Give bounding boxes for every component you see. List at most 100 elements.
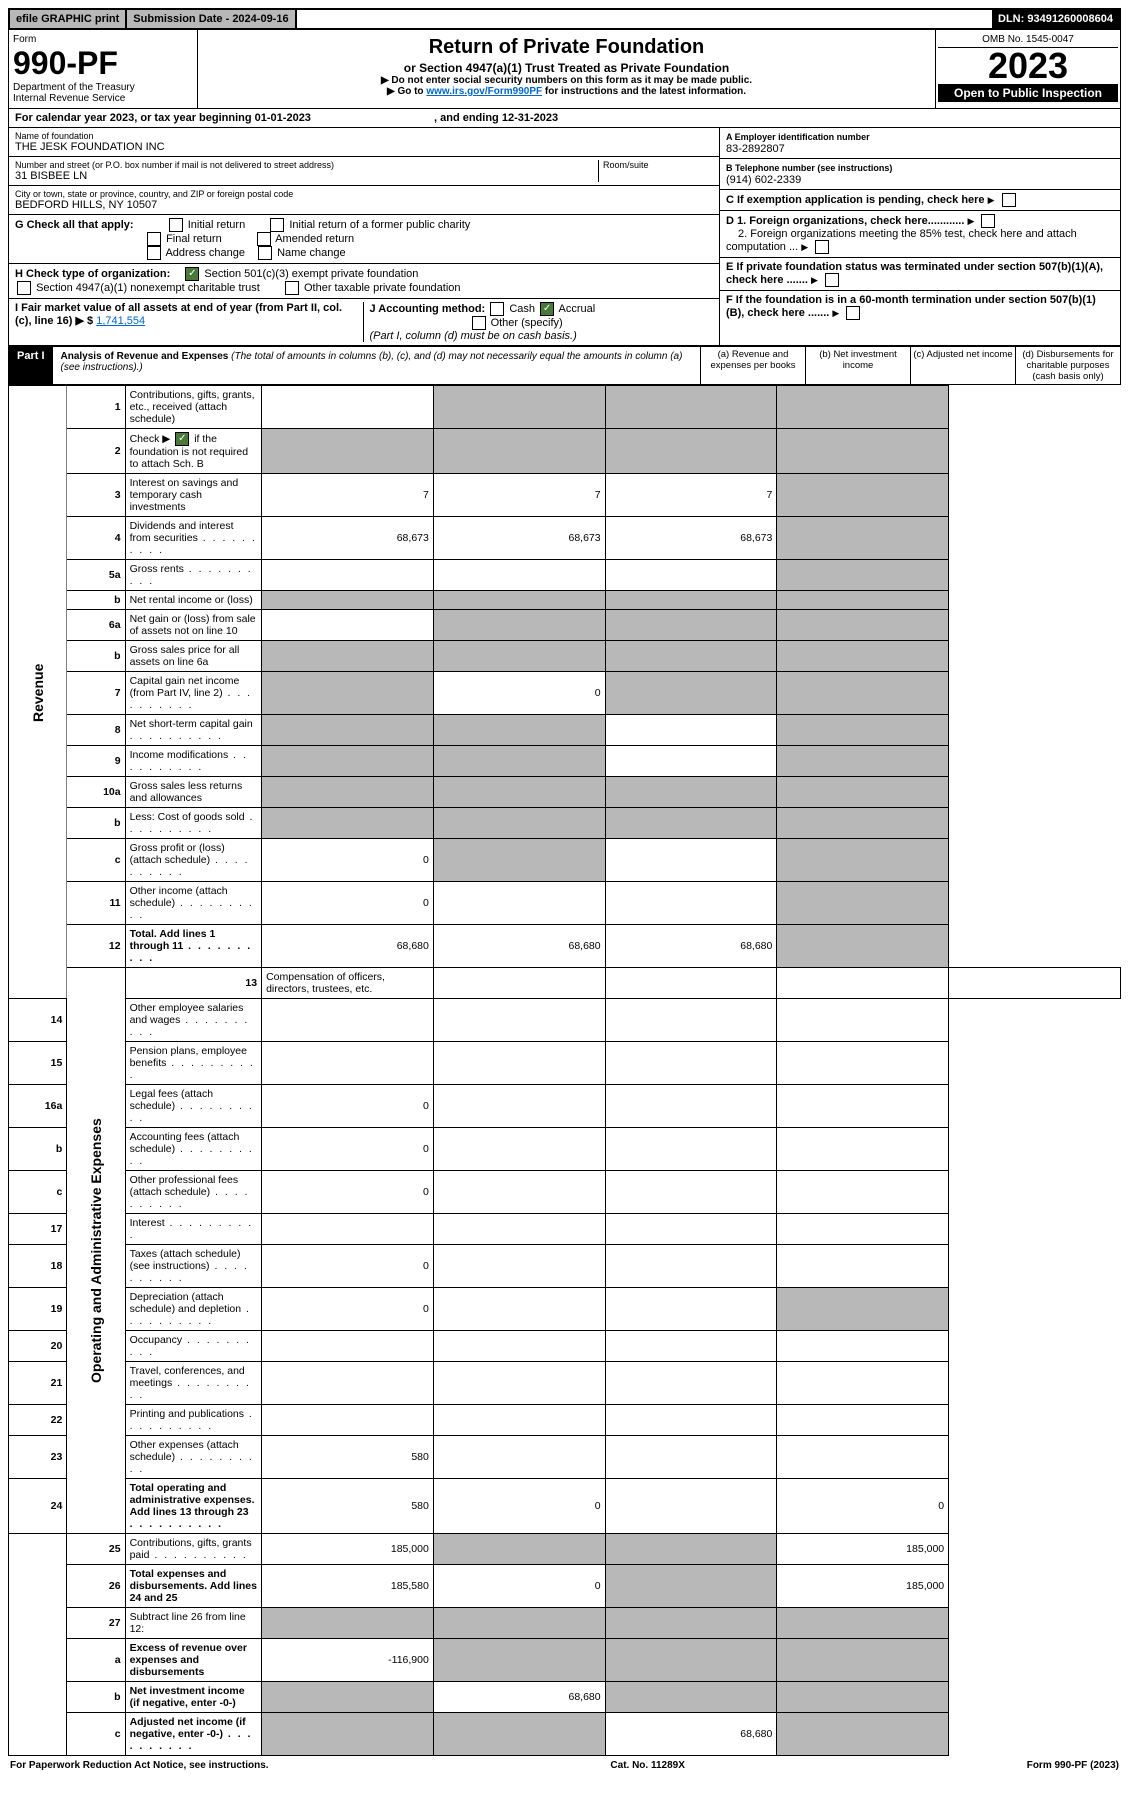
fmv-value[interactable]: 1,741,554 xyxy=(96,315,145,327)
v26a: 185,580 xyxy=(262,1565,434,1608)
row-9: 9Income modifications xyxy=(9,746,1121,777)
i-label: I Fair market value of all assets at end… xyxy=(15,302,342,327)
row-25: 25Contributions, gifts, grants paid185,0… xyxy=(9,1534,1121,1565)
address-change-check[interactable] xyxy=(147,246,161,260)
v10ca: 0 xyxy=(262,839,434,882)
row-4: 4Dividends and interest from securities6… xyxy=(9,517,1121,560)
v3b: 7 xyxy=(433,474,605,517)
desc-3: Interest on savings and temporary cash i… xyxy=(125,474,261,517)
goto-note: ▶ Go to www.irs.gov/Form990PF for instru… xyxy=(206,86,927,97)
row-14: 14Other employee salaries and wages xyxy=(9,999,1121,1042)
501c3-check[interactable] xyxy=(185,267,199,281)
desc-16c: Other professional fees (attach schedule… xyxy=(125,1171,261,1214)
row-10b: bLess: Cost of goods sold xyxy=(9,808,1121,839)
initial-return-check[interactable] xyxy=(169,218,183,232)
v3c: 7 xyxy=(605,474,777,517)
final-return-check[interactable] xyxy=(147,232,161,246)
v16ca: 0 xyxy=(262,1171,434,1214)
row-21: 21Travel, conferences, and meetings xyxy=(9,1362,1121,1405)
schb-check[interactable] xyxy=(175,432,189,446)
row-15: 15Pension plans, employee benefits xyxy=(9,1042,1121,1085)
desc-24: Total operating and administrative expen… xyxy=(125,1479,261,1534)
form-number-cell: Form 990-PF Department of the Treasury I… xyxy=(9,30,198,108)
col-c-header: (c) Adjusted net income xyxy=(910,347,1015,384)
v7b: 0 xyxy=(433,672,605,715)
f-check[interactable] xyxy=(846,306,860,320)
irs: Internal Revenue Service xyxy=(13,93,193,104)
v12b: 68,680 xyxy=(433,925,605,968)
top-bar: efile GRAPHIC print Submission Date - 20… xyxy=(8,8,1121,30)
desc-26: Total expenses and disbursements. Add li… xyxy=(125,1565,261,1608)
city-box: City or town, state or province, country… xyxy=(9,186,719,215)
part1-label: Part I xyxy=(9,347,53,384)
d1-check[interactable] xyxy=(981,214,995,228)
desc-25: Contributions, gifts, grants paid xyxy=(125,1534,261,1565)
open-public: Open to Public Inspection xyxy=(938,84,1118,102)
ein-val: 83-2892807 xyxy=(726,143,785,155)
row-16a: 16aLegal fees (attach schedule)0 xyxy=(9,1085,1121,1128)
v25a: 185,000 xyxy=(262,1534,434,1565)
v27bb: 68,680 xyxy=(433,1682,605,1713)
name-change-check[interactable] xyxy=(258,246,272,260)
e-check[interactable] xyxy=(825,273,839,287)
addr-label: Number and street (or P.O. box number if… xyxy=(15,160,598,170)
v24a: 580 xyxy=(262,1479,434,1534)
v4b: 68,673 xyxy=(433,517,605,560)
row-27a: aExcess of revenue over expenses and dis… xyxy=(9,1639,1121,1682)
v12c: 68,680 xyxy=(605,925,777,968)
v3a: 7 xyxy=(262,474,434,517)
desc-5a: Gross rents xyxy=(125,560,261,591)
desc-13: Compensation of officers, directors, tru… xyxy=(262,968,434,999)
d2-check[interactable] xyxy=(815,240,829,254)
other-method-check[interactable] xyxy=(472,316,486,330)
desc-15: Pension plans, employee benefits xyxy=(125,1042,261,1085)
desc-11: Other income (attach schedule) xyxy=(125,882,261,925)
efile-print[interactable]: efile GRAPHIC print xyxy=(10,10,127,28)
main-table: Revenue 1 Contributions, gifts, grants, … xyxy=(8,385,1121,1756)
v24b: 0 xyxy=(433,1479,605,1534)
desc-19: Depreciation (attach schedule) and deple… xyxy=(125,1288,261,1331)
row-3: 3Interest on savings and temporary cash … xyxy=(9,474,1121,517)
form-label: Form xyxy=(13,34,193,45)
g-o6: Name change xyxy=(277,247,346,259)
form-link[interactable]: www.irs.gov/Form990PF xyxy=(426,86,542,97)
row-5a: 5aGross rents xyxy=(9,560,1121,591)
h-o3: Other taxable private foundation xyxy=(304,282,461,294)
desc-5b: Net rental income or (loss) xyxy=(125,591,261,610)
accrual-check[interactable] xyxy=(540,302,554,316)
row-10c: cGross profit or (loss) (attach schedule… xyxy=(9,839,1121,882)
initial-former-check[interactable] xyxy=(270,218,284,232)
row-17: 17Interest xyxy=(9,1214,1121,1245)
g-o3: Final return xyxy=(166,233,222,245)
row-6b: bGross sales price for all assets on lin… xyxy=(9,641,1121,672)
expenses-side-label: Operating and Administrative Expenses xyxy=(67,968,125,1534)
col-a-header: (a) Revenue and expenses per books xyxy=(700,347,805,384)
cal-mid: , and ending xyxy=(434,112,502,124)
other-taxable-check[interactable] xyxy=(285,281,299,295)
desc-27c: Adjusted net income (if negative, enter … xyxy=(125,1713,261,1756)
city-val: BEDFORD HILLS, NY 10507 xyxy=(15,199,713,211)
v4c: 68,673 xyxy=(605,517,777,560)
footer-left: For Paperwork Reduction Act Notice, see … xyxy=(10,1760,269,1771)
part1-title: Analysis of Revenue and Expenses xyxy=(61,351,229,362)
c-check[interactable] xyxy=(1002,193,1016,207)
4947-check[interactable] xyxy=(17,281,31,295)
v27aa: -116,900 xyxy=(262,1639,434,1682)
goto-post: for instructions and the latest informat… xyxy=(545,86,746,97)
room-label: Room/suite xyxy=(603,160,713,170)
cash-check[interactable] xyxy=(490,302,504,316)
g-o2: Initial return of a former public charit… xyxy=(289,219,470,231)
j-note: (Part I, column (d) must be on cash basi… xyxy=(370,330,577,342)
v11a: 0 xyxy=(262,882,434,925)
form-title: Return of Private Foundation xyxy=(206,36,927,59)
footer-form: Form 990-PF (2023) xyxy=(1027,1760,1119,1771)
row-27: 27Subtract line 26 from line 12: xyxy=(9,1608,1121,1639)
h-o1: Section 501(c)(3) exempt private foundat… xyxy=(204,268,418,280)
tel-box: B Telephone number (see instructions) (9… xyxy=(720,159,1120,190)
j-o1: Cash xyxy=(509,303,535,315)
l2-pre: Check ▶ xyxy=(130,433,171,445)
amended-check[interactable] xyxy=(257,232,271,246)
form-header: Form 990-PF Department of the Treasury I… xyxy=(8,30,1121,109)
desc-21: Travel, conferences, and meetings xyxy=(125,1362,261,1405)
info-section: For calendar year 2023, or tax year begi… xyxy=(8,109,1121,346)
